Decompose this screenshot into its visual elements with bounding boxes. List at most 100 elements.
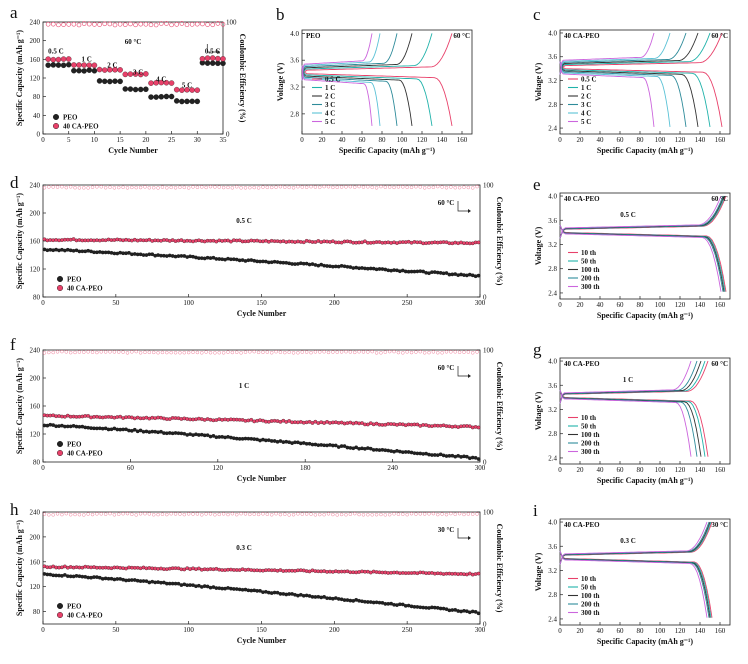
panel-a-peo-point [112,78,118,84]
panel-h-ce-point [449,511,453,516]
panel-e-xtick-label: 120 [675,301,686,309]
panel-a-peo-point [194,98,201,105]
panel-f-ce-point [357,350,361,354]
panel-a-ce-point [200,21,205,27]
panel-h-ce-point [226,512,230,517]
panel-h-ce-point [200,513,204,517]
panel-a-ylabel-right: Coulombic Efficiency (%) [238,34,247,123]
panel-h-ce-point [431,511,436,516]
panel-d-ce-point [471,186,475,190]
panel-b-xtick-label: 100 [397,136,408,144]
panel-f-y2tick-label: 0 [483,459,487,467]
panel-d-ce-point [68,185,73,189]
panel-a-ce-point [220,22,226,27]
panel-b-letter: b [276,5,285,24]
panel-a-peo-point [81,68,87,74]
panel-d-xtick-label: 0 [41,299,45,307]
panel-a-peo-point [60,62,67,69]
panel-d-ce-point [243,186,248,190]
panel-a-peo-point [96,78,103,84]
panel-d-ce-point [130,185,134,190]
panel-h-y2tick-label: 0 [483,621,487,629]
panel-c-ytick-label: 3.2 [548,77,557,85]
panel-h-ce-point [160,512,165,516]
panel-e-rate-label: 0.5 C [620,211,636,219]
panel-d-xtick-label: 200 [329,299,340,307]
panel-h-arrowhead-icon [468,536,471,540]
panel-a-ce-point [50,21,56,27]
panel-b-ytick-label: 3.2 [290,84,299,92]
panel-d-ce-point [169,185,173,190]
panel-f-ce-point [392,349,396,354]
panel-d-ce-point [462,185,466,189]
panel-b-charge-curve [301,33,381,81]
panel-b-legend-label: 5 C [325,118,335,126]
panel-c-frame [559,29,731,135]
panel-f-ylabel-right: Coulombic Efficiency (%) [495,362,504,451]
panel-c-discharge-curve [559,61,699,127]
panel-f-ce-point [169,350,173,355]
panel-e-ytick-label: 3.2 [548,241,557,249]
panel-c-discharge-curve [559,61,711,127]
panel-c-xtick-label: 60 [617,136,625,144]
panel-f-ce-point [47,350,51,355]
panel-h-ce-point [213,513,217,517]
panel-f-ce-point [200,351,204,355]
panel-d-capeo-point [301,240,306,245]
panel-d-ytick-label: 160 [30,238,41,246]
panel-c-ytick-label: 3.6 [548,53,557,61]
panel-a-peo-point [163,93,170,100]
panel-d-y2tick-label: 0 [483,294,487,302]
panel-d-ce-point [431,185,436,189]
panel-d-ce-point [309,184,313,189]
panel-a-xtick-label: 5 [67,136,71,144]
panel-c-ytick-label: 4.0 [548,29,557,37]
panel-f-ce-point [60,349,64,354]
panel-d-ce-point [213,185,217,189]
panel-a-ce-point [92,22,97,27]
panel-d-arrowhead-icon [468,209,471,213]
panel-a-capeo-point [71,62,77,68]
panel-d-ce-point [444,186,449,190]
panel-d-ce-point [296,185,300,189]
panel-d-ce-point [322,184,326,189]
panel-a-peo-point [204,60,211,66]
panel-f-ce-point [462,350,466,354]
panel-d-ce-point [304,185,309,189]
panel-h-ce-point [309,512,313,516]
panel-f-peo-point [354,445,359,450]
panel-f-ce-point [296,351,300,355]
panel-a-ce-point [189,22,195,27]
panel-a-peo-point [107,78,113,85]
panel-b-charge-curve [301,33,433,81]
panel-d-ce-point [457,185,462,190]
panel-a-rate-label: 5 C [182,81,192,89]
panel-f-ce-point [42,351,47,355]
panel-e-xtick-label: 40 [597,301,605,309]
panel-a-ce-point [148,22,154,28]
panel-h-ce-point [300,512,304,516]
panel-f-ce-point [165,350,169,355]
panel-h-ce-point [348,512,353,516]
panel-g-rate-label: 1 C [623,376,633,384]
panel-c-temperature: 60 °C [711,32,728,40]
panel-f-ce-point [213,351,217,355]
panel-a-legend-label: PEO [63,114,78,122]
panel-d-ce-point [466,185,471,190]
panel-d-temperature: 60 °C [438,199,455,207]
panel-h-ce-point [103,512,108,516]
panel-h-ylabel-right: Coulombic Efficiency (%) [495,524,504,613]
panel-f-ce-point [95,350,99,355]
panel-d-ce-point [269,185,274,190]
panel-g-xtick-label: 40 [597,466,605,474]
panel-g-xlabel: Specific Capacity (mAh g⁻¹) [597,476,694,485]
panel-i: i 0 20 40 60 80 100 120 140 160 2.4 2.8 3.2 3.6 4.0 Spe… [533,501,731,646]
panel-e-xtick-label: 160 [715,301,726,309]
panel-a-y2tick-label: 100 [226,19,237,27]
panel-d-ce-point [401,185,405,189]
panel-f-legend-marker [57,450,64,457]
panel-d-ce-point [374,186,379,190]
panel-a-ytick-label: 80 [33,93,41,101]
panel-f-ce-point [230,350,235,355]
